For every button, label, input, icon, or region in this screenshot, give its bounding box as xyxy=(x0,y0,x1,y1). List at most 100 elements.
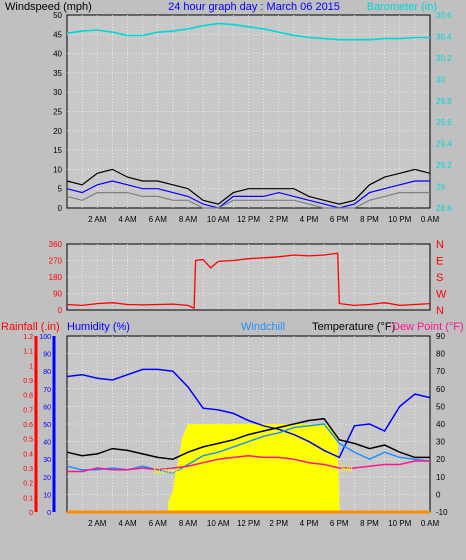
rain-y-tick: 0 xyxy=(29,510,33,517)
x-tick-label: 10 PM xyxy=(388,215,411,224)
rain-y-tick: 0.1 xyxy=(23,495,33,502)
baro-y-tick: 29.4 xyxy=(436,140,452,149)
humidity-y-tick: 100 xyxy=(39,334,51,341)
x-tick-label: 10 AM xyxy=(207,215,230,224)
rain-y-tick: 0.8 xyxy=(23,393,33,400)
wind-y-tick: 5 xyxy=(58,185,63,194)
rain-y-tick: 1.1 xyxy=(23,349,33,356)
x-tick-label: 12 PM xyxy=(237,519,260,528)
x-tick-label: 4 PM xyxy=(300,519,319,528)
x-tick-label: 2 PM xyxy=(269,519,288,528)
humidity-y-tick: 10 xyxy=(43,492,51,499)
temperature-y-tick: 60 xyxy=(436,385,445,394)
temperature-y-tick: 40 xyxy=(436,420,445,429)
direction-y-tick: 180 xyxy=(49,273,63,282)
humidity-line xyxy=(66,368,431,459)
humidity-y-tick: 40 xyxy=(43,440,51,447)
baro-y-tick: 28.8 xyxy=(436,204,452,213)
temperature-y-tick: 20 xyxy=(436,455,445,464)
temperature-y-tick: 50 xyxy=(436,402,445,411)
wind-low-line xyxy=(66,192,430,209)
legend-rainfall: Rainfall (.in) xyxy=(1,321,60,333)
x-tick-label: 8 AM xyxy=(179,519,198,528)
barometer-line xyxy=(66,22,430,41)
baro-y-tick: 30.4 xyxy=(436,32,452,41)
x-tick-label: 0 AM xyxy=(421,215,440,224)
wind-y-tick: 45 xyxy=(53,30,62,39)
x-tick-label: 12 PM xyxy=(237,215,260,224)
x-tick-label: 2 PM xyxy=(269,215,288,224)
direction-line xyxy=(66,252,431,310)
compass-label: S xyxy=(436,272,443,284)
x-tick-label: 10 PM xyxy=(388,519,411,528)
x-tick-label: 10 AM xyxy=(207,519,230,528)
rain-y-tick: 0.7 xyxy=(23,407,33,414)
wind-y-tick: 20 xyxy=(53,127,62,136)
wind-y-tick: 40 xyxy=(53,50,62,59)
baro-y-tick: 29.8 xyxy=(436,97,452,106)
wind-y-tick: 50 xyxy=(53,11,62,20)
legend-temperature: Temperature (°F) xyxy=(312,321,395,333)
barometer-axis-title: Barometer (in) xyxy=(367,1,437,13)
direction-y-tick: 270 xyxy=(49,257,63,266)
humidity-y-tick: 70 xyxy=(43,387,51,394)
solar-area xyxy=(168,424,340,511)
x-tick-label: 4 AM xyxy=(118,519,137,528)
temperature-y-tick: 70 xyxy=(436,367,445,376)
wind-y-tick: 0 xyxy=(58,204,63,213)
temperature-y-tick: 10 xyxy=(436,473,445,482)
legend-windchill: Windchill xyxy=(241,321,285,333)
wind-gust-line xyxy=(66,168,431,205)
x-tick-label: 2 AM xyxy=(88,519,107,528)
compass-label: E xyxy=(436,256,443,268)
x-tick-label: 6 PM xyxy=(330,215,349,224)
temperature-y-tick: 0 xyxy=(436,490,441,499)
legend-dewpoint: Dew Point (°F) xyxy=(392,321,464,333)
humidity-y-tick: 90 xyxy=(43,352,51,359)
wind-y-tick: 30 xyxy=(53,88,62,97)
x-tick-label: 8 PM xyxy=(360,215,379,224)
baro-y-tick: 30 xyxy=(436,75,445,84)
humidity-y-tick: 0 xyxy=(47,510,51,517)
sunrise-label: Sunrise xyxy=(153,466,181,475)
compass-label: W xyxy=(436,289,447,301)
x-tick-label: 6 PM xyxy=(330,519,349,528)
wind-y-tick: 10 xyxy=(53,165,62,174)
x-tick-label: 8 PM xyxy=(360,519,379,528)
x-tick-label: 0 AM xyxy=(421,519,440,528)
rain-y-tick: 0.2 xyxy=(23,481,33,488)
temperature-y-tick: 90 xyxy=(436,332,445,341)
baro-y-tick: 29.2 xyxy=(436,161,452,170)
wind-y-tick: 15 xyxy=(53,146,62,155)
humidity-y-tick: 60 xyxy=(43,404,51,411)
temperature-line xyxy=(66,417,430,460)
x-tick-label: 4 AM xyxy=(118,215,137,224)
rain-y-tick: 0.5 xyxy=(23,437,33,444)
x-tick-label: 4 PM xyxy=(300,215,319,224)
baro-y-tick: 30.2 xyxy=(436,54,452,63)
humidity-y-tick: 50 xyxy=(43,422,51,429)
rain-y-tick: 0.4 xyxy=(23,451,33,458)
wind-y-tick: 25 xyxy=(53,108,62,117)
humidity-y-tick: 80 xyxy=(43,369,51,376)
graph-title: 24 hour graph day : March 06 2015 xyxy=(168,1,340,13)
rain-y-tick: 0.6 xyxy=(23,422,33,429)
x-tick-label: 6 AM xyxy=(149,215,168,224)
rain-y-tick: 0.3 xyxy=(23,466,33,473)
humidity-y-tick: 20 xyxy=(43,475,51,482)
compass-label: N xyxy=(436,239,444,251)
humidity-y-tick: 30 xyxy=(43,457,51,464)
legend-humidity: Humidity (%) xyxy=(67,321,130,333)
x-tick-label: 8 AM xyxy=(179,215,198,224)
wind-y-tick: 35 xyxy=(53,69,62,78)
direction-y-tick: 360 xyxy=(49,240,63,249)
x-tick-label: 2 AM xyxy=(88,215,107,224)
baro-y-tick: 30.6 xyxy=(436,11,452,20)
x-tick-label: 6 AM xyxy=(149,519,168,528)
wind-axis-title: Windspeed (mph) xyxy=(5,1,92,13)
rain-y-tick: 0.9 xyxy=(23,378,33,385)
temperature-y-tick: 30 xyxy=(436,438,445,447)
baro-y-tick: 29 xyxy=(436,183,445,192)
